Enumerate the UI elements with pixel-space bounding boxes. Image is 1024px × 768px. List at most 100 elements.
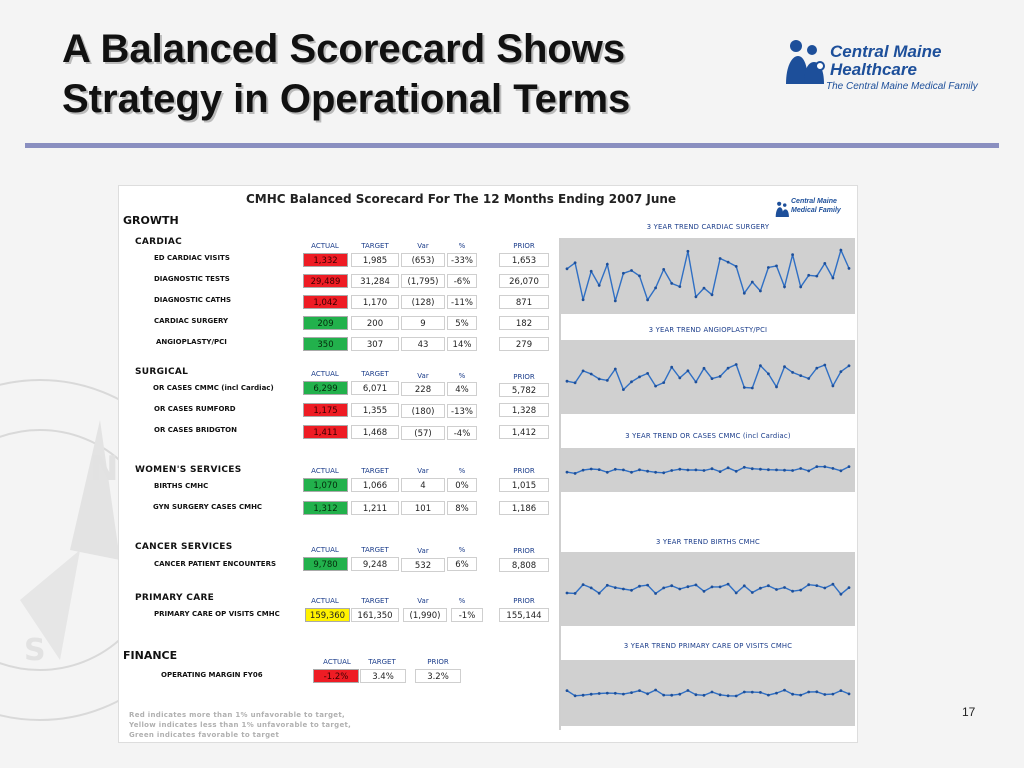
sparkline-point xyxy=(839,370,843,373)
column-header-actual: ACTUAL xyxy=(311,370,339,378)
page-number: 17 xyxy=(962,705,976,719)
sparkline-point xyxy=(783,285,786,289)
sparkline-point xyxy=(589,372,593,376)
sparkline-point xyxy=(807,273,811,277)
prior-value: 1,653 xyxy=(499,253,549,267)
sparkline-point xyxy=(678,692,682,696)
row-label: ED CARDIAC VISITS xyxy=(154,254,230,262)
sparkline-point xyxy=(694,295,698,299)
sparkline-point xyxy=(710,467,714,471)
row-label: DIAGNOSTIC TESTS xyxy=(154,275,230,283)
sparkline-point xyxy=(799,588,803,592)
percent-value: 4% xyxy=(447,382,477,396)
sparkline xyxy=(565,465,851,475)
trend-title-births: 3 YEAR TREND BIRTHS CMHC xyxy=(655,538,760,546)
percent-value: -33% xyxy=(447,253,477,267)
sparkline-point xyxy=(839,248,843,252)
sparkline-point xyxy=(710,293,714,297)
actual-value: 6,299 xyxy=(303,381,348,395)
sparkline-point xyxy=(654,384,657,388)
sparkline-point xyxy=(694,380,698,384)
sparkline-point xyxy=(775,264,778,268)
variance-value: 228 xyxy=(401,382,445,396)
womens-services-heading: WOMEN'S SERVICES xyxy=(135,465,242,475)
variance-value: (1,990) xyxy=(403,608,447,622)
sparkline-point xyxy=(783,688,786,692)
row-label: OR CASES BRIDGTON xyxy=(154,426,237,434)
percent-value: 6% xyxy=(447,557,477,571)
actual-value: 1,070 xyxy=(303,478,348,492)
sparkline-point xyxy=(646,469,649,473)
column-header-actual: ACTUAL xyxy=(311,546,339,554)
finance-heading: FINANCE xyxy=(123,649,178,662)
sparkline-point xyxy=(670,584,674,588)
column-divider xyxy=(559,238,561,730)
variance-value: (57) xyxy=(401,426,445,440)
sparkline-point xyxy=(702,366,706,370)
sparkline-point xyxy=(750,591,754,594)
sparkline-point xyxy=(702,589,706,593)
sparkline-path xyxy=(566,248,850,302)
sparkline-point xyxy=(597,591,601,595)
family-figures-icon xyxy=(775,201,789,217)
sparkline-point xyxy=(581,693,585,697)
sparkline-point xyxy=(638,689,641,692)
sparkline-point xyxy=(726,694,730,698)
svg-text:S: S xyxy=(24,633,46,668)
sparkline-point xyxy=(799,693,803,697)
sparkline-point xyxy=(831,384,835,388)
target-value: 1,066 xyxy=(351,478,399,492)
sparkline-point xyxy=(630,691,633,694)
column-header-pct: % xyxy=(458,597,466,605)
sparkline-point xyxy=(783,468,786,472)
sparkline-point xyxy=(718,257,722,260)
prior-value: 8,808 xyxy=(499,558,549,572)
sparkline-point xyxy=(638,584,641,588)
sparkline-point xyxy=(815,465,819,468)
actual-value: 1,175 xyxy=(303,403,348,417)
prior-value: 1,015 xyxy=(499,478,549,492)
target-value: 6,071 xyxy=(351,381,399,395)
sparkline-point xyxy=(662,586,666,590)
sparkline-point xyxy=(767,372,770,376)
sparkline-point xyxy=(710,377,714,380)
sparkline-point xyxy=(646,298,649,302)
sparkline xyxy=(565,688,851,698)
sparkline-point xyxy=(597,284,601,287)
actual-value: 159,360 xyxy=(305,608,350,622)
column-header-prior: PRIOR xyxy=(513,597,535,605)
sparkline-path xyxy=(566,583,850,596)
trend-title-primary-care: 3 YEAR TREND PRIMARY CARE OP VISITS CMHC xyxy=(623,642,793,650)
sparkline-point xyxy=(847,586,851,589)
actual-value: 9,780 xyxy=(303,557,348,571)
sparkline-point xyxy=(710,690,714,694)
sparkline-point xyxy=(573,381,577,385)
sparkline-point xyxy=(678,285,682,288)
column-header-target: TARGET xyxy=(361,370,389,378)
trend-chart-births xyxy=(561,552,855,626)
sparkline-point xyxy=(622,468,625,472)
column-header-prior: PRIOR xyxy=(427,658,449,666)
sparkline-point xyxy=(581,369,585,373)
column-header-target: TARGET xyxy=(361,467,389,475)
sparkline-point xyxy=(831,276,835,280)
target-value: 1,985 xyxy=(351,253,399,267)
sparkline-point xyxy=(597,468,601,471)
sparkline-point xyxy=(734,694,738,698)
sparkline-point xyxy=(799,285,803,289)
sparkline-point xyxy=(630,588,633,592)
sparkline-point xyxy=(565,689,569,692)
sparkline-point xyxy=(734,363,738,366)
sparkline-point xyxy=(831,582,835,586)
actual-value: 1,332 xyxy=(303,253,348,267)
prior-value: 1,328 xyxy=(499,403,549,417)
sparkline-point xyxy=(597,377,601,381)
sparkline-point xyxy=(702,286,706,290)
sparkline-point xyxy=(686,249,690,253)
sparkline-point xyxy=(638,375,641,379)
sparkline-point xyxy=(742,465,746,469)
cardiac-heading: CARDIAC xyxy=(135,237,182,247)
scorecard-title: CMHC Balanced Scorecard For The 12 Month… xyxy=(246,192,677,206)
prior-value: 1,412 xyxy=(499,425,549,439)
sparkline-point xyxy=(726,582,730,586)
